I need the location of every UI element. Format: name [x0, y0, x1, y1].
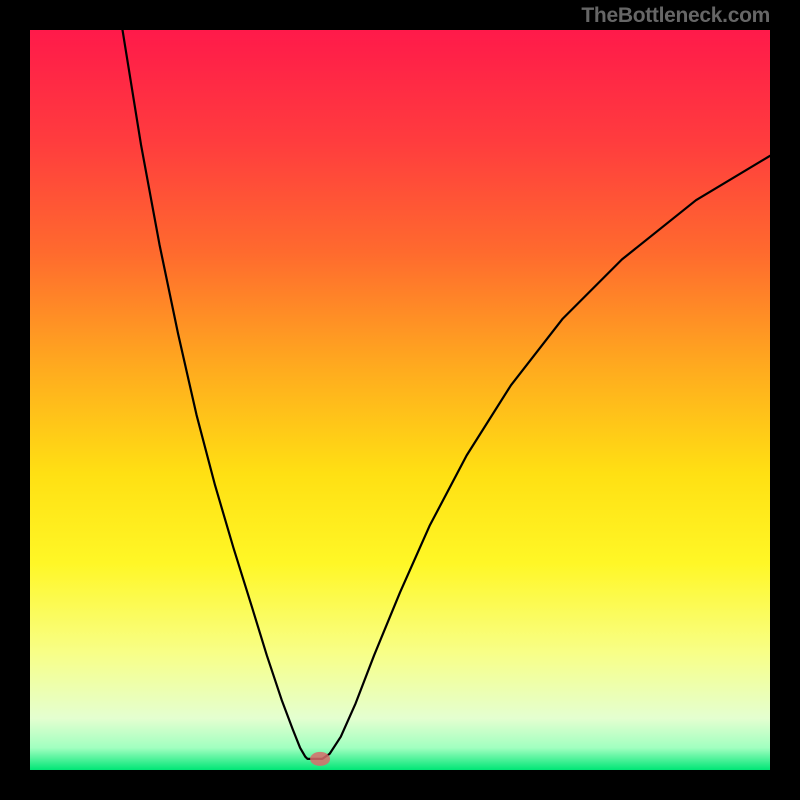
watermark-text: TheBottleneck.com	[581, 4, 770, 28]
chart-container: TheBottleneck.com	[0, 0, 800, 800]
chart-svg	[30, 30, 770, 770]
minimum-marker	[310, 752, 330, 766]
plot-area	[30, 30, 770, 770]
